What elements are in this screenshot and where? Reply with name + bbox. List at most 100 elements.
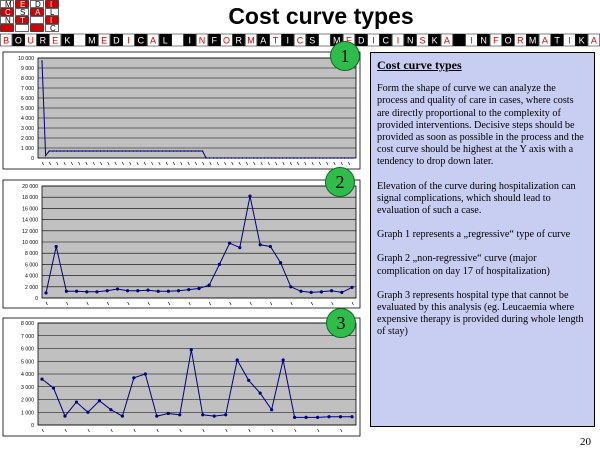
strip-cell: [195, 33, 209, 47]
strip-letter: R: [40, 36, 47, 46]
data-point: [81, 150, 83, 152]
data-point: [351, 157, 353, 159]
strip-letter: K: [579, 36, 585, 46]
y-tick-label: 12 000: [22, 229, 38, 235]
logo-cell: [0, 8, 14, 16]
strip-letter: K: [432, 36, 438, 46]
x-tick-mark: [158, 161, 161, 166]
strip-letter: I: [127, 36, 130, 46]
y-tick-label: 6 000: [21, 96, 34, 102]
strip-letter: S: [309, 36, 315, 46]
data-point: [120, 414, 124, 418]
chart-1-badge: 1: [330, 41, 360, 71]
strip-cell: [208, 33, 221, 47]
data-point: [51, 386, 56, 390]
data-point: [99, 150, 102, 152]
data-point: [154, 150, 156, 152]
y-tick-label: 4 000: [21, 372, 34, 378]
strip-letter: E: [101, 36, 107, 46]
logo-cell: [30, 0, 44, 8]
y-tick-label: 9 000: [21, 66, 34, 72]
x-tick-mark: [248, 428, 251, 433]
x-tick-mark: [45, 301, 48, 306]
data-point: [75, 289, 79, 293]
description-panel: Cost curve types Form the shape of curve…: [370, 52, 595, 427]
x-tick-mark: [147, 301, 150, 306]
x-tick-mark: [326, 161, 329, 166]
data-point: [97, 399, 102, 403]
data-point: [86, 410, 90, 414]
strip-cell: [379, 33, 392, 47]
x-tick-mark: [333, 161, 336, 166]
data-point: [88, 150, 91, 152]
logo-letter: I: [50, 0, 52, 9]
x-tick-mark: [110, 428, 113, 433]
data-point: [187, 150, 189, 152]
data-point: [208, 157, 211, 159]
x-tick-mark: [202, 161, 205, 166]
data-point: [234, 157, 237, 159]
logo-cell: [15, 24, 29, 32]
x-tick-mark: [208, 301, 211, 306]
data-point: [166, 289, 170, 293]
x-tick-mark: [253, 161, 256, 166]
x-tick-mark: [179, 428, 182, 433]
x-tick-mark: [282, 161, 285, 166]
data-point: [126, 289, 130, 293]
strip-letter: T: [554, 36, 560, 46]
strip-letter: I: [372, 36, 375, 46]
y-tick-label: 0: [35, 296, 38, 302]
x-tick-mark: [85, 161, 88, 166]
x-tick-mark: [107, 161, 110, 166]
data-point: [54, 244, 58, 249]
chart-3-badge: 3: [326, 308, 356, 338]
data-point: [105, 289, 109, 293]
data-point: [110, 150, 113, 152]
data-point: [245, 157, 248, 159]
x-tick-mark: [168, 301, 171, 306]
y-tick-label: 5 000: [21, 359, 34, 365]
x-tick-mark: [348, 161, 351, 166]
data-point: [189, 348, 193, 352]
data-point: [190, 150, 193, 152]
y-tick-label: 1 000: [21, 146, 34, 152]
data-point: [252, 157, 255, 159]
strip-cell: [24, 33, 37, 47]
strip-cell: [502, 33, 515, 47]
data-point: [143, 372, 147, 376]
data-point: [322, 157, 324, 159]
strip-cell: [391, 33, 405, 47]
data-point: [268, 244, 272, 249]
strip-letter: M: [529, 36, 537, 46]
x-tick-mark: [318, 161, 321, 166]
x-tick-mark: [270, 301, 273, 306]
data-point: [168, 150, 171, 152]
x-tick-mark: [351, 301, 354, 306]
data-point: [139, 150, 142, 152]
page-number: 20: [580, 436, 591, 448]
strip-cell: [465, 33, 478, 47]
strip-cell: [232, 33, 245, 47]
strip-cell: [306, 33, 319, 47]
strip-cell: [49, 33, 62, 47]
strip-cell: [281, 33, 294, 47]
strip-cell: [477, 33, 490, 47]
x-tick-mark: [180, 161, 183, 166]
data-point: [285, 157, 288, 159]
strip-cell: [183, 33, 196, 47]
x-tick-mark: [127, 301, 130, 306]
x-tick-mark: [304, 161, 307, 166]
x-tick-mark: [41, 428, 44, 433]
y-tick-label: 5 000: [21, 106, 34, 112]
data-point: [179, 150, 182, 152]
data-point: [95, 290, 99, 294]
data-point: [343, 157, 346, 159]
data-point: [304, 415, 308, 419]
y-tick-label: 2 000: [21, 136, 34, 142]
logo-cell: [45, 8, 59, 16]
data-point: [74, 150, 76, 152]
strip-cell: [85, 33, 98, 47]
y-tick-label: 1 000: [21, 410, 34, 416]
data-point: [201, 150, 204, 152]
